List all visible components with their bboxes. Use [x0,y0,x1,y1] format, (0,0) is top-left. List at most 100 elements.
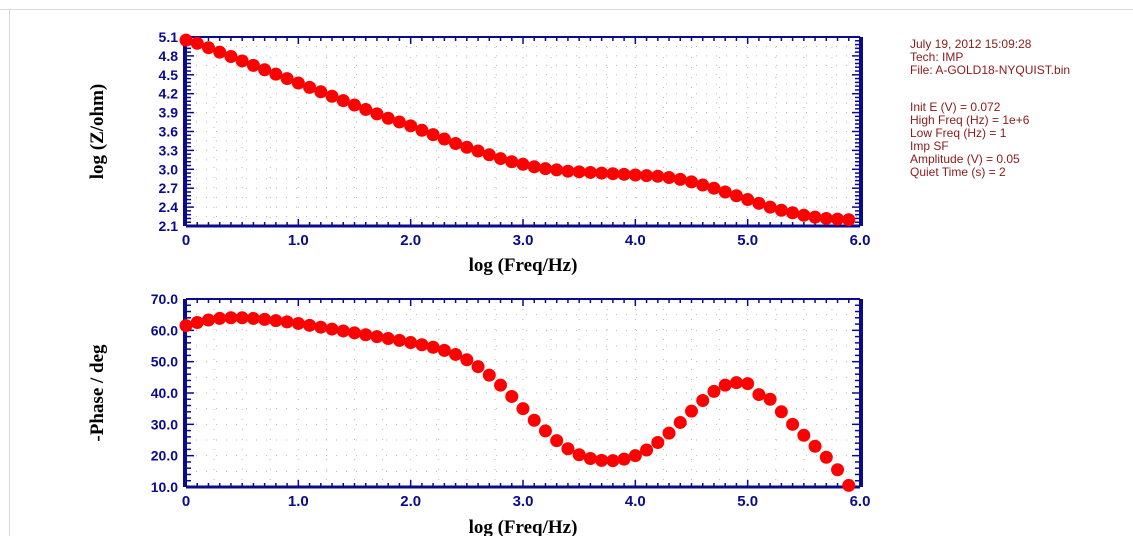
data-point [583,451,597,465]
x-tick-label: 6.0 [850,232,871,249]
data-point [336,324,350,338]
x-tick-label: 5.0 [737,232,758,249]
data-point [831,463,845,477]
data-point [404,336,418,350]
info-date-line: July 19, 2012 15:09:28 [910,37,1032,51]
data-point [538,424,552,438]
data-point [707,181,721,195]
data-point [617,452,631,466]
data-point [404,119,418,133]
data-point [808,210,822,224]
data-point [482,148,496,162]
data-point [224,50,238,64]
data-point [494,378,508,392]
data-point [685,404,698,418]
data-point [303,318,317,332]
data-point [449,347,463,361]
y-tick-label: 2.7 [159,180,179,196]
info-file-line: File: A-GOLD18-NYQUIST.bin [910,63,1071,77]
data-point [471,144,485,158]
data-point [572,165,586,179]
data-point [426,340,440,354]
data-point [651,169,665,183]
x-axis-title: log (Freq/Hz) [469,517,578,536]
data-point [381,331,395,345]
data-point [595,166,609,180]
data-point [213,45,227,59]
data-point [819,211,833,225]
data-point [325,322,339,336]
data-point [763,392,777,406]
data-point [685,175,698,189]
data-point [572,448,586,462]
data-point [348,326,361,340]
data-point [516,402,530,416]
data-point [561,164,575,178]
x-tick-label: 2.0 [400,232,421,249]
data-point [291,76,305,90]
y-tick-label: 20.0 [151,448,178,464]
data-point [460,353,474,367]
data-point [797,428,811,442]
data-point [235,54,249,68]
data-point [707,384,721,398]
y-tick-label: 3.9 [159,105,179,121]
data-point [291,316,305,330]
info-init-e: Init E (V) = 0.072 [910,100,1001,114]
data-point [831,212,845,226]
data-point [808,439,822,453]
data-point [673,415,687,429]
data-point [729,376,743,390]
frame-top-border [0,9,1133,10]
data-point [370,330,384,344]
data-point [280,315,294,329]
x-tick-label: 6.0 [850,493,871,510]
impedance-magnitude-chart: 0 1.0 2.0 3.0 4.0 5.0 6.0 5.1 4.8 4.5 4.2 3.9 3.6 3.3… [87,29,870,276]
y-axis-title: log (Z/ohm) [87,84,108,180]
data-point [415,338,429,352]
x-tick-label: 4.0 [625,232,646,249]
y-tick-label: 50.0 [151,354,178,370]
data-point [505,389,519,403]
data-point [359,102,373,116]
x-tick-label: 2.0 [400,493,421,510]
data-point [797,208,811,222]
data-point [482,368,496,382]
data-point [550,434,564,448]
y-tick-label: 5.1 [159,29,179,45]
data-point [179,319,193,333]
data-point [752,388,766,402]
info-low-freq: Low Freq (Hz) = 1 [910,126,1007,140]
instrument-info-params: Init E (V) = 0.072 High Freq (Hz) = 1e+6… [910,101,1029,179]
data-point [741,377,755,391]
data-point [741,193,755,207]
data-point [595,453,609,467]
x-tick-label: 3.0 [513,232,534,249]
data-point [696,178,710,192]
data-point [190,316,204,329]
x-axis-title: log (Freq/Hz) [469,255,578,276]
data-point [752,196,766,210]
data-point [325,89,339,103]
data-point [696,394,710,408]
data-point [550,163,564,177]
y-tick-label: 3.3 [159,142,179,158]
data-point [494,152,508,166]
info-tech-line: Tech: IMP [910,50,964,64]
data-point [381,111,395,125]
data-point [842,213,856,227]
instrument-info-header: July 19, 2012 15:09:28 Tech: IMP File: A… [910,38,1070,77]
data-point [842,478,856,492]
data-point [471,360,485,374]
y-tick-label: 2.4 [159,199,179,215]
data-point [460,140,474,154]
data-point [583,165,597,179]
data-point [258,312,272,326]
y-tick-label: 10.0 [151,479,178,495]
data-point [246,311,260,325]
data-point [348,98,361,112]
data-point [449,136,463,150]
data-point [314,85,328,99]
data-point [729,189,743,203]
